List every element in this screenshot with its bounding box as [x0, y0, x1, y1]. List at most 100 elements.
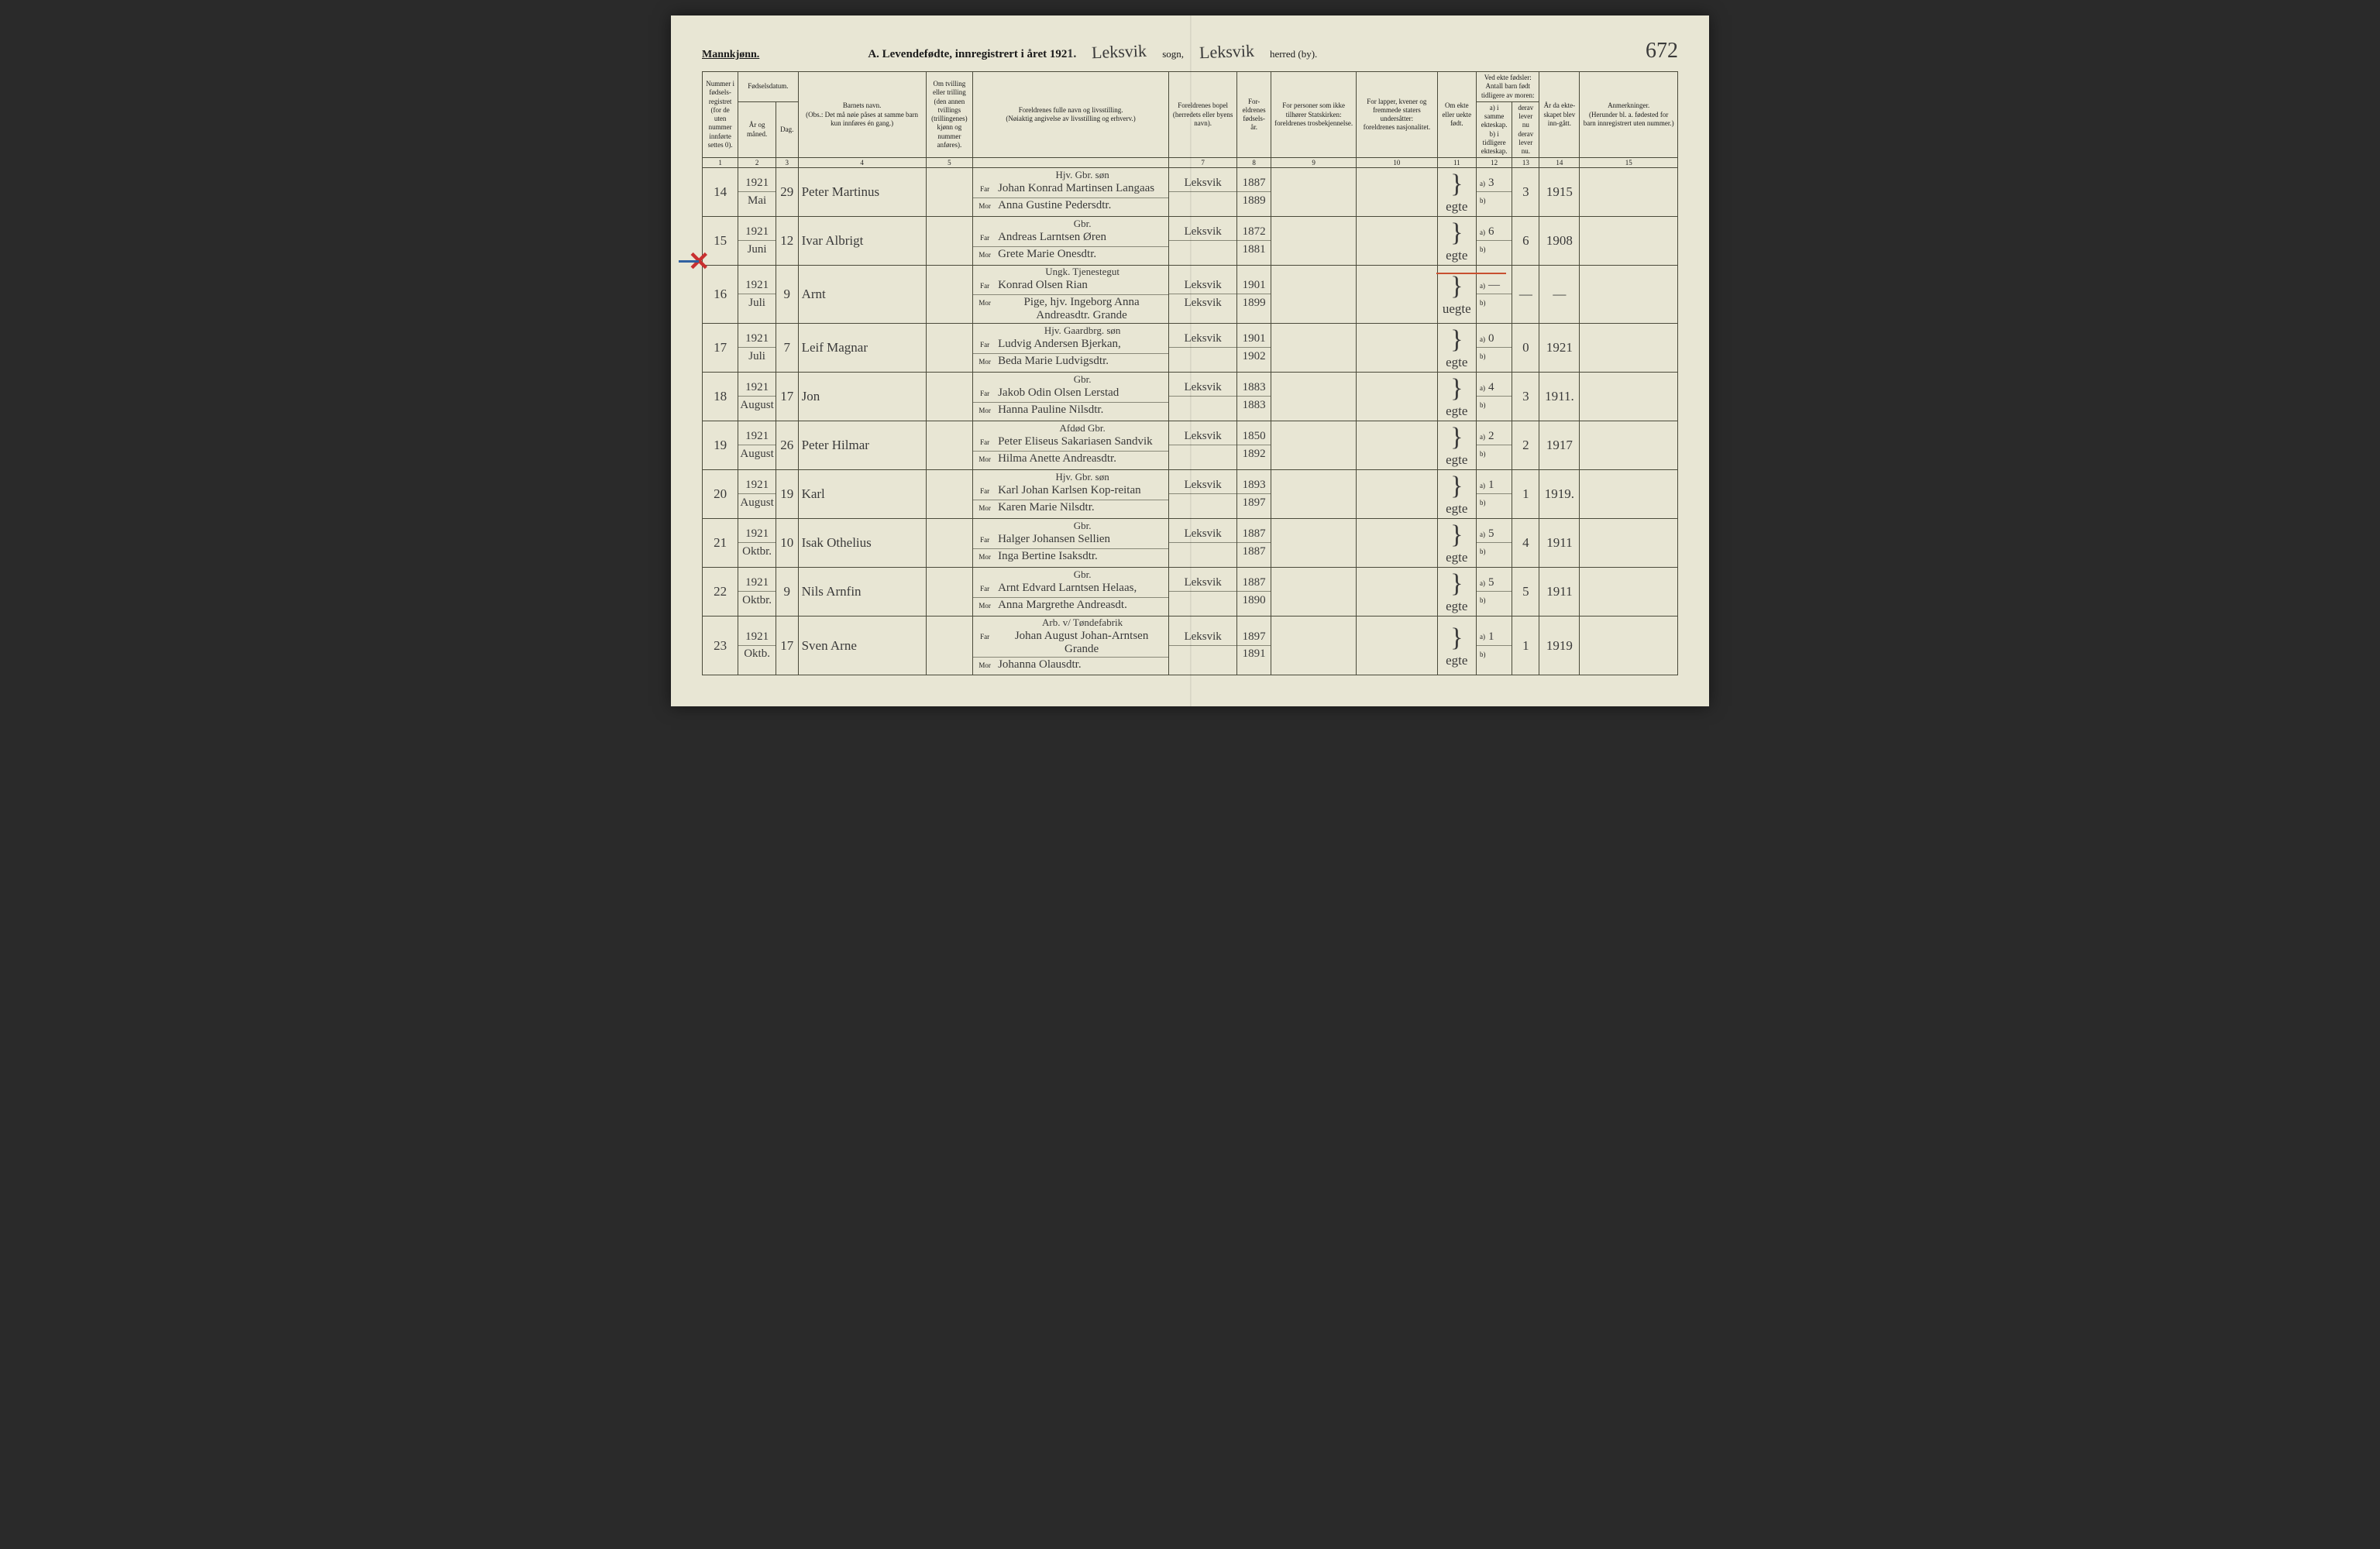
parents: Gbr. FarArnt Edvard Larntsen Helaas, Mor… [973, 568, 1169, 617]
sogn-value: Leksvik [1092, 41, 1147, 63]
faith [1271, 373, 1357, 421]
faith [1271, 568, 1357, 617]
prior-children: a)1 b) [1477, 470, 1512, 519]
legitimacy: } egte [1437, 617, 1476, 675]
year-month: 1921 Oktb. [738, 617, 776, 675]
child-name: Leif Magnar [798, 324, 926, 373]
remarks [1580, 324, 1678, 373]
legitimacy: } uegte [1437, 266, 1476, 324]
parents: Gbr. FarAndreas Larntsen Øren MorGrete M… [973, 217, 1169, 266]
residence: Leksvik [1169, 568, 1237, 617]
child-name: Peter Martinus [798, 168, 926, 217]
year-month: 1921 August [738, 373, 776, 421]
twin-info [926, 266, 973, 324]
remarks [1580, 421, 1678, 470]
prior-children: a)— b) [1477, 266, 1512, 324]
faith [1271, 266, 1357, 324]
nationality [1357, 373, 1438, 421]
col-15-header: Anmerkninger. (Herunder bl. a. fødested … [1580, 72, 1678, 158]
entry-number: 22 [703, 568, 738, 617]
legitimacy: } egte [1437, 421, 1476, 470]
entry-number: 14 [703, 168, 738, 217]
twin-info [926, 373, 973, 421]
col-6-header: Foreldrenes fulle navn og livsstilling. … [973, 72, 1169, 158]
parent-years: 1887 1889 [1237, 168, 1271, 217]
remarks [1580, 266, 1678, 324]
year-month: 1921 Juni [738, 217, 776, 266]
nationality [1357, 421, 1438, 470]
faith [1271, 324, 1357, 373]
col-2b-header: Dag. [776, 101, 798, 158]
herred-label: herred (by). [1270, 48, 1317, 60]
living: 1 [1512, 617, 1539, 675]
col-14-header: År da ekte-skapet blev inn-gått. [1539, 72, 1580, 158]
entry-number: 19 [703, 421, 738, 470]
remarks [1580, 568, 1678, 617]
col-1-header: Nummer i fødsels-registret (for de uten … [703, 72, 738, 158]
parent-years: 1872 1881 [1237, 217, 1271, 266]
child-name: Nils Arnfin [798, 568, 926, 617]
married-year: 1911 [1539, 568, 1580, 617]
remarks [1580, 373, 1678, 421]
residence: Leksvik Leksvik [1169, 266, 1237, 324]
living: 4 [1512, 519, 1539, 568]
day: 19 [776, 470, 798, 519]
page-title: A. Levendefødte, innregistrert i året 19… [868, 47, 1076, 61]
year-month: 1921 August [738, 470, 776, 519]
child-name: Sven Arne [798, 617, 926, 675]
legitimacy: } egte [1437, 217, 1476, 266]
entry-number: 21 [703, 519, 738, 568]
remarks [1580, 217, 1678, 266]
page-number: 672 [1646, 39, 1678, 64]
living: 3 [1512, 373, 1539, 421]
nationality [1357, 266, 1438, 324]
prior-children: a)6 b) [1477, 217, 1512, 266]
faith [1271, 617, 1357, 675]
child-name: Karl [798, 470, 926, 519]
entry-number: 23 [703, 617, 738, 675]
nationality [1357, 568, 1438, 617]
herred-value: Leksvik [1199, 41, 1255, 63]
faith [1271, 421, 1357, 470]
parents: Hjv. Gaardbrg. søn FarLudvig Andersen Bj… [973, 324, 1169, 373]
col-8-header: For-eldrenes fødsels-år. [1237, 72, 1271, 158]
faith [1271, 519, 1357, 568]
year-month: 1921 August [738, 421, 776, 470]
col-5-header: Om tvilling eller trilling (den annen tv… [926, 72, 973, 158]
day: 17 [776, 617, 798, 675]
day: 9 [776, 568, 798, 617]
residence: Leksvik [1169, 324, 1237, 373]
faith [1271, 168, 1357, 217]
prior-children: a)4 b) [1477, 373, 1512, 421]
day: 9 [776, 266, 798, 324]
married-year: 1917 [1539, 421, 1580, 470]
faith [1271, 217, 1357, 266]
married-year: 1915 [1539, 168, 1580, 217]
nationality [1357, 324, 1438, 373]
child-name: Ivar Albrigt [798, 217, 926, 266]
parent-years: 1883 1883 [1237, 373, 1271, 421]
nationality [1357, 519, 1438, 568]
residence: Leksvik [1169, 617, 1237, 675]
day: 17 [776, 373, 798, 421]
col-10-header: For lapper, kvener og fremmede staters u… [1357, 72, 1438, 158]
year-month: 1921 Oktbr. [738, 519, 776, 568]
parent-years: 1901 1899 [1237, 266, 1271, 324]
residence: Leksvik [1169, 421, 1237, 470]
col-4-header: Barnets navn. (Obs.: Det må nøie påses a… [798, 72, 926, 158]
nationality [1357, 617, 1438, 675]
day: 12 [776, 217, 798, 266]
twin-info [926, 217, 973, 266]
nationality [1357, 217, 1438, 266]
twin-info [926, 568, 973, 617]
year-month: 1921 Oktbr. [738, 568, 776, 617]
year-month: 1921 Juli [738, 324, 776, 373]
blue-tick-mark [679, 260, 699, 263]
twin-info [926, 617, 973, 675]
child-name: Peter Hilmar [798, 421, 926, 470]
parent-years: 1897 1891 [1237, 617, 1271, 675]
parent-years: 1901 1902 [1237, 324, 1271, 373]
col-11-header: Om ekte eller uekte født. [1437, 72, 1476, 158]
married-year: — [1539, 266, 1580, 324]
red-underline [1436, 273, 1506, 274]
